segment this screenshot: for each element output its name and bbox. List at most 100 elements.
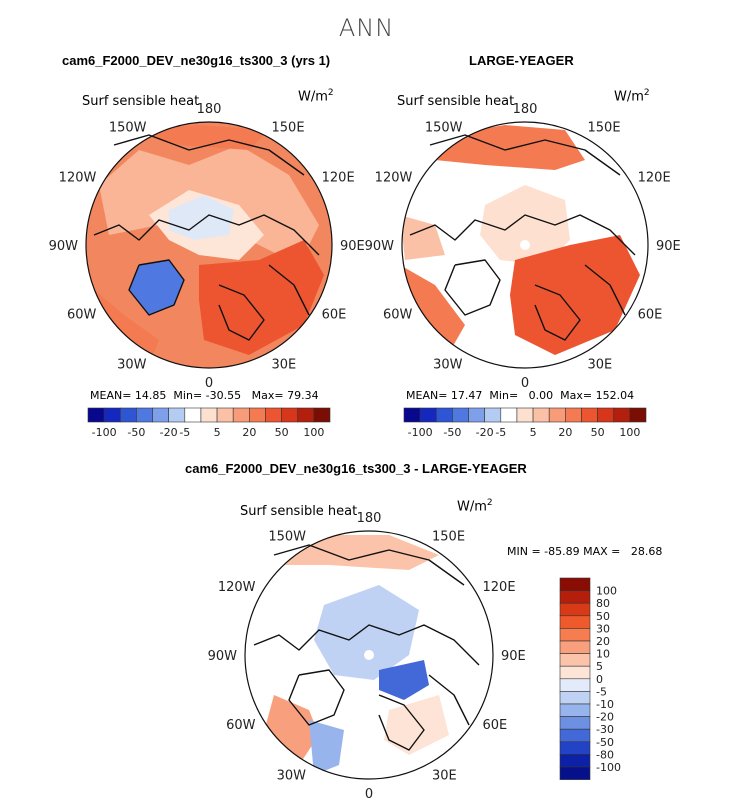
model-lon-label-top: 180 [197, 102, 222, 117]
model-lon-label-left_high: 120W [59, 171, 97, 186]
model-greenland-negative-region [129, 260, 184, 315]
season-label: ANN [338, 14, 395, 42]
diff-colorbar-label: 50 [596, 610, 610, 623]
diff-colorbar-label: 10 [596, 648, 610, 661]
diff-gulfstream-negative-region [309, 720, 344, 775]
diff-lon-label-upper_left: 150W [268, 529, 306, 544]
model-nordic-seas-region [199, 240, 324, 355]
panel-title-model: cam6_F2000_DEV_ne30g16_ts300_3 (yrs 1) [62, 53, 331, 68]
diff-colorbar-box [559, 615, 591, 629]
model-colorbar-box [249, 407, 266, 423]
diff-lon-label-lower_right: 30E [432, 769, 457, 784]
model-colorbar-label: -100 [92, 426, 117, 439]
obs-colorbar-label: 5 [530, 426, 537, 439]
diff-colorbar-box [559, 665, 591, 680]
obs-lon-label-left_mid: 90W [365, 239, 395, 254]
stats-model: MEAN= 14.85 Min= -30.55 Max= 79.34 [90, 389, 319, 402]
diff-lon-label-left_mid: 90W [208, 649, 238, 664]
obs-colorbar-box [548, 407, 566, 423]
obs-colorbar-box [403, 407, 421, 423]
diff-colorbar-label: 20 [596, 635, 610, 648]
obs-greenland-region [445, 260, 500, 315]
obs-coastline-siberia [584, 264, 626, 316]
model-colorbar-box [281, 407, 299, 423]
obs-colorbar-box [597, 407, 615, 423]
diff-colorbar-label: -10 [596, 698, 614, 711]
diff-colorbar-label: 0 [596, 673, 603, 686]
obs-lon-label-lower_right: 30E [588, 358, 613, 373]
model-map-boundary [85, 121, 333, 369]
obs-lon-label-bottom: 0 [521, 376, 529, 391]
diff-colorbar-box [559, 640, 591, 654]
diff-coastline-pacific [273, 544, 465, 586]
minmax-diff: MIN = -85.89 MAX = 28.68 [507, 545, 663, 558]
obs-colorbar-label: -5 [495, 426, 506, 439]
obs-colorbar-box [435, 407, 453, 423]
model-coastline-pacific [113, 134, 305, 176]
diff-colorbar-label: 100 [596, 585, 617, 598]
diff-lon-label-right_mid: 90E [501, 649, 526, 664]
diff-coastline-siberia [428, 674, 470, 726]
model-colorbar-label: 50 [275, 426, 289, 439]
model-colorbar-box [119, 407, 137, 423]
model-coastline-siberia [268, 264, 310, 316]
model-lon-label-lower_left: 30W [117, 358, 147, 373]
diff-coastline-scandinavia [378, 694, 425, 751]
diff-colorbar-box [559, 602, 591, 617]
diff-colorbar-label: 30 [596, 622, 610, 635]
diff-field [245, 531, 493, 779]
obs-colorbar-box [565, 407, 582, 423]
diff-map-boundary [244, 530, 494, 780]
diff-barents-negative-region [379, 660, 429, 700]
model-coastline-arctic [93, 214, 320, 256]
obs-field [402, 122, 648, 368]
obs-coastline-scandinavia [534, 284, 581, 341]
model-colorbar-box [216, 407, 234, 423]
model-field [86, 122, 332, 368]
diff-colorbar-label: -30 [596, 723, 614, 736]
obs-arctic-ocean-region [480, 185, 570, 265]
diff-colorbar-box [559, 716, 591, 730]
model-lon-label-upper_right: 150E [272, 120, 305, 135]
model-colorbar-box [168, 407, 186, 423]
model-colorbar-label: 5 [214, 426, 221, 439]
diff-colorbar-label: -100 [596, 761, 621, 774]
diff-colorbar-label: -80 [596, 748, 614, 761]
obs-map-boundary [401, 121, 649, 369]
model-colorbar-label: -5 [179, 426, 190, 439]
diff-lon-label-bottom: 0 [365, 787, 373, 798]
stats-obs: MEAN= 17.47 Min= 0.00 Max= 152.04 [406, 389, 635, 402]
model-colorbar-box [103, 407, 121, 423]
model-colorbar-box [87, 407, 105, 423]
model-colorbar-label: 20 [242, 426, 256, 439]
panel-title-obs: LARGE-YEAGER [469, 53, 574, 68]
diff-colorbar-label: 5 [596, 660, 603, 673]
obs-colorbar-box [613, 407, 631, 423]
model-lon-label-right_mid: 90E [340, 239, 365, 254]
obs-coastline-arctic [409, 214, 636, 256]
obs-pacific-region [435, 125, 585, 170]
obs-colorbar-box [468, 407, 485, 423]
obs-colorbar-label: -50 [443, 426, 461, 439]
obs-colorbar-box [581, 407, 598, 423]
variable-label-diff: Surf sensible heat [240, 504, 358, 519]
model-lon-label-bottom: 0 [205, 376, 213, 391]
obs-colorbar-label: -20 [476, 426, 494, 439]
diff-colorbar-box [559, 590, 591, 604]
model-coastline-scandinavia [218, 284, 265, 341]
diff-pole-hole [364, 650, 374, 660]
diff-colorbar-label: 80 [596, 597, 610, 610]
diff-lon-label-left_high: 120W [218, 580, 256, 595]
model-colorbar-box [152, 407, 169, 423]
obs-colorbar-label: -100 [408, 426, 433, 439]
model-colorbar-box [136, 407, 153, 423]
obs-colorbar-box [629, 407, 647, 423]
diff-colorbar-box [559, 703, 591, 717]
diff-colorbar-box [559, 577, 591, 591]
model-colorbar-box [297, 407, 315, 423]
diff-arctic-ocean-region [314, 585, 419, 680]
diff-nordic-seas-region [384, 695, 449, 755]
model-lon-label-right_high: 120E [322, 171, 355, 186]
obs-lon-label-left_low: 60W [383, 308, 413, 323]
diff-lon-label-top: 180 [357, 511, 382, 526]
